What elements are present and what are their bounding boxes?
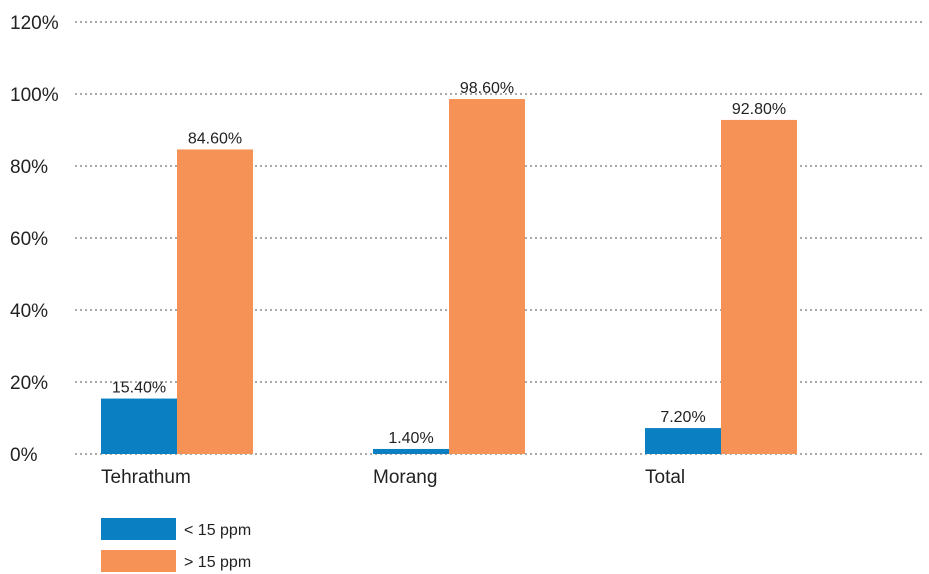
category-label: Morang	[373, 467, 437, 488]
bar	[721, 119, 797, 455]
bar	[177, 149, 253, 454]
legend-swatch	[101, 550, 176, 572]
y-tick-label: 120%	[10, 13, 59, 34]
y-tick-label: 0%	[10, 445, 38, 466]
data-label: 1.40%	[388, 430, 433, 447]
y-axis-tick-labels: 0% 20% 40% 60% 80% 100% 120%	[10, 13, 59, 466]
bar	[449, 99, 525, 454]
data-label: 84.60%	[188, 130, 242, 147]
legend-swatch	[101, 518, 176, 540]
bar	[645, 428, 721, 454]
y-tick-label: 80%	[10, 157, 48, 178]
bars	[101, 99, 797, 455]
bar	[373, 448, 449, 454]
legend-label: > 15 ppm	[184, 554, 251, 571]
y-tick-label: 100%	[10, 85, 59, 106]
data-labels: 15.40% 84.60% 1.40% 98.60% 7.20% 92.80%	[112, 80, 786, 447]
category-label: Tehrathum	[101, 467, 191, 488]
data-label: 98.60%	[460, 80, 514, 97]
legend-label: < 15 ppm	[184, 522, 251, 539]
y-tick-label: 60%	[10, 229, 48, 250]
bar	[101, 398, 177, 454]
y-tick-label: 20%	[10, 373, 48, 394]
data-label: 15.40%	[112, 380, 166, 397]
data-label: 92.80%	[732, 101, 786, 118]
category-label: Total	[645, 467, 685, 488]
category-labels: Tehrathum Morang Total	[101, 467, 685, 488]
legend: < 15 ppm > 15 ppm	[101, 518, 251, 572]
y-tick-label: 40%	[10, 301, 48, 322]
data-label: 7.20%	[660, 409, 705, 426]
